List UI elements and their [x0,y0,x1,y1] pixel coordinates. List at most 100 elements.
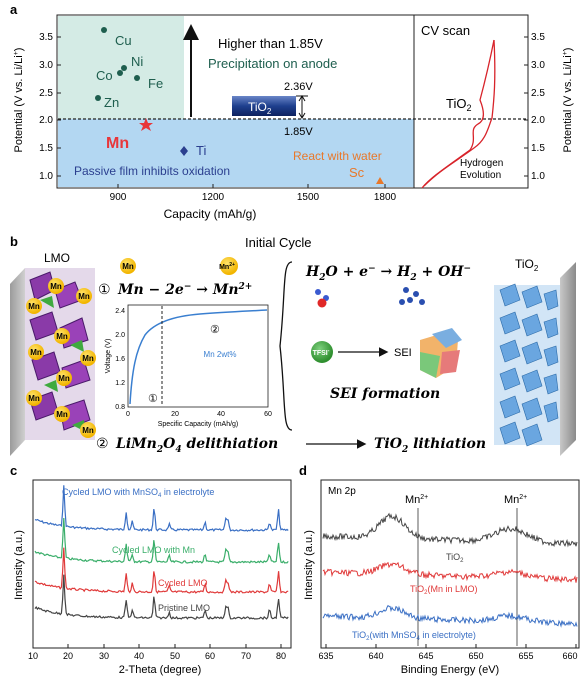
higher-text: Higher than 1.85V [218,36,323,51]
c-xticks: 10 20 30 40 50 60 70 80 [28,651,286,661]
svg-text:1.6: 1.6 [115,356,125,363]
svg-text:80: 80 [276,651,286,661]
svg-text:Mn: Mn [58,374,70,383]
a-ytick: 2.5 [39,88,53,99]
d-legend-2: TiO2(Mn in LMO) [410,584,478,596]
svg-text:10: 10 [28,651,38,661]
inset-mark1: ① [148,393,158,405]
tfsi-badge [311,341,333,363]
c-ylabel: Intensity (a.u.) [13,530,25,600]
ti-label: Ti [196,143,206,158]
svg-text:Mn: Mn [50,282,62,291]
mn-atom [54,406,70,422]
svg-text:0.8: 0.8 [115,404,125,411]
a-xtick: 1200 [202,192,225,203]
a-ytick: 3.0 [39,60,53,71]
initial-cycle: Initial Cycle [245,235,311,250]
cu-point [101,27,107,33]
mn-star [139,118,153,131]
svg-text:Mn: Mn [56,410,68,419]
fe-label: Fe [148,76,163,91]
a-ytick-right: 1.0 [531,171,545,182]
bracket-arrow-top [298,95,306,102]
inset-plot: 0.8 1.2 1.6 2.0 2.4 0 20 40 60 Voltage (… [105,304,272,428]
svg-text:Mn: Mn [82,354,94,363]
co-point [117,70,123,76]
mn-label: Mn [106,135,129,152]
a-ylabel: Potential (V vs. Li/Li+) [13,48,25,153]
a-xticks: 900 1200 1500 1800 [110,192,397,203]
mn2-badge-text: Mn2+ [219,262,235,271]
xrd-series-line [34,485,289,532]
panel-a-frame [56,14,529,189]
sei-label: SEI [394,347,412,359]
inset-xlabel: Specific Capacity (mAh/g) [158,421,239,428]
svg-text:30: 30 [99,651,109,661]
lmo-slab [10,268,25,456]
xps-series-line [322,512,578,548]
water-molecule [315,289,329,308]
tio2-crystal [499,283,559,447]
a-ytick-right: 2.5 [531,88,545,99]
zn-label: Zn [104,95,119,110]
svg-text:Mn: Mn [28,302,40,311]
tio2-label: TiO2 [515,257,539,273]
bracket-arrow-bottom [298,112,306,119]
mn-peak-label-2: Mn2+ [504,494,527,506]
passive-region [58,119,414,187]
metal-labels: Cu Ni Co Fe Zn [96,33,163,110]
c-legend-4: Pristine LMO [158,603,210,613]
mn2-badge [220,257,238,275]
panel-b: b Initial Cycle LMO TiO2 Mn Mn Mn Mn Mn [10,234,576,456]
tio2-bar-label: TiO2 [248,100,272,116]
lmo-label: LMO [44,251,70,265]
svg-text:640: 640 [368,651,383,661]
hydrogen-line2: Evolution [460,170,501,181]
svg-text:2.4: 2.4 [115,308,125,315]
hydroxide-molecules [399,287,425,305]
sei-graphic [420,328,462,378]
svg-text:Mn: Mn [82,426,94,435]
sc-triangle [376,177,384,184]
mn-peak-label-1: Mn2+ [405,494,428,506]
ni-label: Ni [131,54,143,69]
eq1: Mn − 2e− → Mn2+ [117,282,252,298]
panel-a: a 1.0 1.5 2.0 2.5 3.0 3.5 1.0 1.5 2.0 [10,2,574,221]
xps-series [322,512,578,628]
svg-text:50: 50 [170,651,180,661]
xrd-series-line [34,517,289,564]
svg-text:Mn: Mn [56,332,68,341]
panel-a-label: a [10,2,18,17]
v236-label: 2.36V [284,81,313,93]
xrd-series-line [34,547,289,595]
svg-text:20: 20 [63,651,73,661]
a-right-yticks: 1.0 1.5 2.0 2.5 3.0 3.5 [531,32,545,182]
brace [279,261,293,431]
svg-text:Mn: Mn [78,292,90,301]
d-xtickmarks [325,644,577,648]
mn-atom [26,298,42,314]
svg-text:60: 60 [205,651,215,661]
d-title: Mn 2p [328,486,356,497]
a-xlabel: Capacity (mAh/g) [164,207,257,221]
mn-atom [80,350,96,366]
svg-text:1.2: 1.2 [115,380,125,387]
eq3-number: ② [96,435,109,451]
cu-label: Cu [115,33,132,48]
xps-series-line [322,561,578,584]
c-xtickmarks [32,644,282,648]
eq1-number: ① [98,281,111,297]
svg-text:20: 20 [171,411,179,418]
svg-text:645: 645 [418,651,433,661]
metal-region [58,16,184,119]
c-legend-3: Cycled LMO [158,578,208,588]
mn-badge-text: Mn [122,262,134,271]
a-left-tickmarks [57,36,61,177]
svg-text:40: 40 [134,651,144,661]
d-legend-1: TiO2 [446,552,464,564]
svg-text:635: 635 [318,651,333,661]
mn-atom [54,328,70,344]
a-ytick-right: 3.5 [531,32,545,43]
inset-frame [127,304,269,408]
